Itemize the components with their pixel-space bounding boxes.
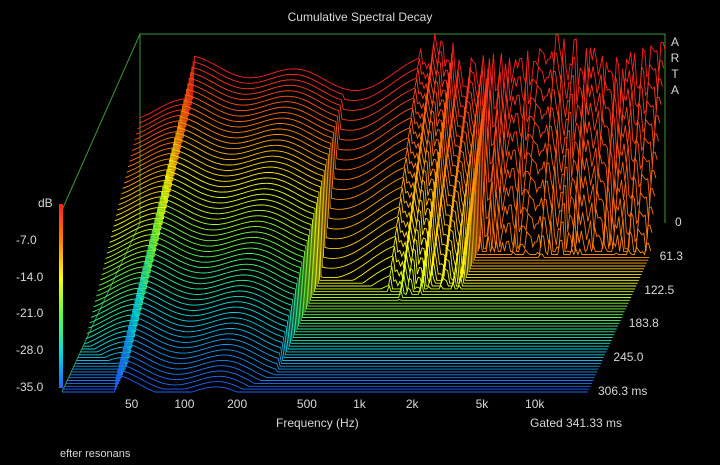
z-tick-label: 0 <box>675 215 682 229</box>
x-tick-label: 2k <box>405 397 419 411</box>
decay-slice <box>106 192 633 296</box>
logo-letter: A <box>670 35 679 49</box>
logo-letter: R <box>670 51 680 65</box>
caption: efter resonans <box>60 448 131 460</box>
x-axis-label: Frequency (Hz) <box>276 416 359 430</box>
decay-slice <box>126 110 653 254</box>
decay-slice <box>89 262 616 333</box>
decay-slice <box>72 331 599 370</box>
z-tick-label: 245.0 <box>613 350 644 365</box>
decay-slice <box>101 213 628 307</box>
y-tick-label: -35.0 <box>16 380 44 394</box>
decay-slice <box>66 358 592 384</box>
decay-slice <box>121 132 647 264</box>
x-tick-label: 1k <box>353 397 366 411</box>
decay-slice <box>134 72 661 174</box>
decay-slice <box>75 321 602 364</box>
logo-letter: T <box>671 67 679 81</box>
decay-slice <box>100 219 626 310</box>
decay-slice <box>129 99 656 246</box>
decay-slice <box>122 126 648 261</box>
side-frame-bottom <box>61 222 141 393</box>
decay-slice <box>117 148 643 273</box>
z-tick-label: 61.3 <box>659 248 683 263</box>
y-tick-label: -21.0 <box>16 306 44 321</box>
x-tick-label: 100 <box>174 397 195 411</box>
decay-slice <box>127 105 654 250</box>
decay-slice <box>125 116 652 256</box>
z-tick-label: 306.3 ms <box>598 384 648 398</box>
decay-slice <box>104 202 630 301</box>
decay-slice <box>133 82 659 192</box>
x-tick-label: 200 <box>227 397 248 411</box>
decay-slice <box>108 186 634 293</box>
decay-slice <box>130 94 657 228</box>
y-axis-label: dB <box>38 196 53 210</box>
decay-slice <box>86 272 613 339</box>
decay-slice <box>92 251 618 327</box>
decay-slice <box>94 240 621 321</box>
decay-slice <box>93 246 620 324</box>
decay-slice <box>109 181 635 290</box>
x-tick-label: 10k <box>525 397 545 411</box>
decay-slice <box>138 42 665 124</box>
decay-slice <box>98 224 625 313</box>
logo-letter: A <box>670 83 679 97</box>
decay-slice <box>84 283 611 344</box>
decay-slice <box>81 294 608 350</box>
chart-title: Cumulative Spectral Decay <box>287 10 433 24</box>
decay-slice <box>135 62 662 155</box>
y-tick-label: -14.0 <box>16 269 44 284</box>
decay-slice <box>67 353 594 381</box>
decay-slice <box>68 347 595 379</box>
decay-slice <box>112 170 638 284</box>
decay-slice <box>85 278 612 341</box>
decay-slice <box>69 342 596 376</box>
decay-slice <box>139 33 666 119</box>
decay-slice <box>63 369 590 390</box>
decay-slice <box>83 289 609 347</box>
colour-scale-bar <box>59 204 63 388</box>
back-frame <box>139 33 666 223</box>
decay-slice <box>114 159 641 278</box>
decay-slice <box>73 326 600 367</box>
z-tick-label: 183.8 <box>628 316 659 331</box>
decay-slice <box>97 229 624 316</box>
x-tick-label: 50 <box>124 397 139 411</box>
decay-slice <box>64 363 591 387</box>
decay-slice <box>62 374 588 393</box>
decay-slice <box>79 305 605 356</box>
gating-label: Gated 341.33 ms <box>530 416 623 430</box>
decay-slice <box>123 121 650 258</box>
y-tick-label: -28.0 <box>16 343 44 358</box>
x-tick-label: 500 <box>296 397 317 411</box>
decay-slice <box>90 256 617 330</box>
side-frame-top <box>61 33 141 211</box>
decay-slice <box>88 267 615 336</box>
x-tick-label: 5k <box>475 397 489 411</box>
z-tick-label: 122.5 <box>644 282 675 297</box>
decay-slice <box>105 197 632 298</box>
arta-logo: A R T A <box>669 34 681 98</box>
decay-slice <box>71 337 598 373</box>
decay-slice <box>137 52 663 137</box>
decay-slice <box>110 175 637 288</box>
y-tick-label: -7.0 <box>16 232 37 247</box>
decay-slice <box>76 315 603 361</box>
decay-slice <box>102 208 629 304</box>
decay-slice <box>116 154 642 276</box>
decay-slice <box>96 235 622 318</box>
decay-slice <box>80 299 607 353</box>
decay-slice <box>77 310 604 359</box>
decay-slice <box>118 143 645 270</box>
decay-slice <box>131 88 658 210</box>
decay-slice <box>120 137 646 267</box>
decay-slice <box>113 165 639 282</box>
